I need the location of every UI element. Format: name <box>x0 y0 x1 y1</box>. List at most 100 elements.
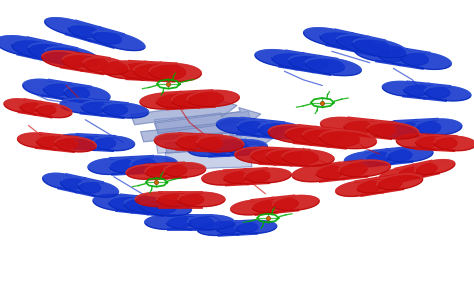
Polygon shape <box>81 101 128 116</box>
Polygon shape <box>140 200 191 216</box>
Polygon shape <box>394 120 440 136</box>
Polygon shape <box>165 150 252 170</box>
Polygon shape <box>64 86 110 103</box>
Polygon shape <box>131 99 237 125</box>
Polygon shape <box>28 43 83 63</box>
Polygon shape <box>109 157 156 173</box>
Polygon shape <box>55 137 96 152</box>
Polygon shape <box>424 86 471 101</box>
Polygon shape <box>289 55 345 73</box>
Polygon shape <box>43 173 83 189</box>
Polygon shape <box>197 136 244 152</box>
Polygon shape <box>273 196 319 210</box>
Polygon shape <box>164 130 275 153</box>
Polygon shape <box>237 120 284 137</box>
Polygon shape <box>126 165 168 179</box>
Polygon shape <box>415 135 457 150</box>
Polygon shape <box>68 25 121 44</box>
Polygon shape <box>20 101 56 115</box>
Polygon shape <box>386 147 433 162</box>
Polygon shape <box>172 91 223 107</box>
Polygon shape <box>373 121 419 137</box>
Polygon shape <box>187 90 239 107</box>
Polygon shape <box>74 135 116 150</box>
Polygon shape <box>320 31 374 50</box>
Polygon shape <box>23 79 69 96</box>
Polygon shape <box>383 82 429 96</box>
Polygon shape <box>155 111 253 139</box>
Polygon shape <box>379 168 419 182</box>
Polygon shape <box>155 133 201 149</box>
Polygon shape <box>258 122 305 139</box>
Polygon shape <box>45 46 99 67</box>
Polygon shape <box>63 54 108 71</box>
Polygon shape <box>0 36 50 56</box>
Polygon shape <box>140 93 192 109</box>
Polygon shape <box>255 50 311 68</box>
Polygon shape <box>149 64 201 81</box>
Polygon shape <box>365 149 412 164</box>
Polygon shape <box>61 177 100 193</box>
Polygon shape <box>134 63 185 81</box>
Polygon shape <box>355 44 405 62</box>
Polygon shape <box>102 61 154 79</box>
Polygon shape <box>130 156 177 172</box>
Polygon shape <box>319 130 376 149</box>
Polygon shape <box>285 127 342 145</box>
Polygon shape <box>155 108 261 133</box>
Polygon shape <box>176 135 222 150</box>
Polygon shape <box>102 103 148 118</box>
Polygon shape <box>4 99 40 113</box>
Polygon shape <box>244 168 291 183</box>
Polygon shape <box>268 125 325 143</box>
Polygon shape <box>377 174 423 190</box>
Polygon shape <box>367 123 419 139</box>
Polygon shape <box>252 198 298 213</box>
Polygon shape <box>397 164 437 178</box>
Polygon shape <box>217 118 263 134</box>
Polygon shape <box>207 141 248 155</box>
Polygon shape <box>305 58 361 76</box>
Polygon shape <box>353 38 407 58</box>
Polygon shape <box>141 119 246 142</box>
Polygon shape <box>396 134 438 149</box>
Polygon shape <box>36 104 72 118</box>
Polygon shape <box>251 148 302 164</box>
Polygon shape <box>45 18 98 37</box>
Polygon shape <box>188 215 234 229</box>
Polygon shape <box>197 223 239 235</box>
Polygon shape <box>415 119 462 135</box>
Polygon shape <box>377 48 428 66</box>
Polygon shape <box>316 163 367 179</box>
Polygon shape <box>320 117 372 134</box>
Polygon shape <box>166 215 213 229</box>
Polygon shape <box>266 149 318 165</box>
Polygon shape <box>93 194 145 211</box>
Polygon shape <box>434 136 474 151</box>
Polygon shape <box>12 39 67 60</box>
Polygon shape <box>124 198 176 214</box>
Polygon shape <box>226 140 267 154</box>
Polygon shape <box>339 160 391 177</box>
Polygon shape <box>145 164 187 178</box>
Polygon shape <box>282 150 334 166</box>
Polygon shape <box>118 62 170 80</box>
Polygon shape <box>44 83 89 100</box>
Polygon shape <box>235 221 277 233</box>
Polygon shape <box>42 51 88 68</box>
Polygon shape <box>223 170 270 184</box>
Polygon shape <box>156 92 208 108</box>
Polygon shape <box>403 84 450 99</box>
Polygon shape <box>145 215 191 229</box>
Polygon shape <box>109 196 160 213</box>
Polygon shape <box>231 200 277 215</box>
Polygon shape <box>302 129 359 147</box>
Polygon shape <box>292 165 344 182</box>
Polygon shape <box>415 160 455 174</box>
Polygon shape <box>356 177 402 193</box>
Polygon shape <box>93 136 135 151</box>
Polygon shape <box>60 99 107 113</box>
Polygon shape <box>136 192 182 207</box>
Polygon shape <box>401 52 451 69</box>
Polygon shape <box>344 120 395 137</box>
